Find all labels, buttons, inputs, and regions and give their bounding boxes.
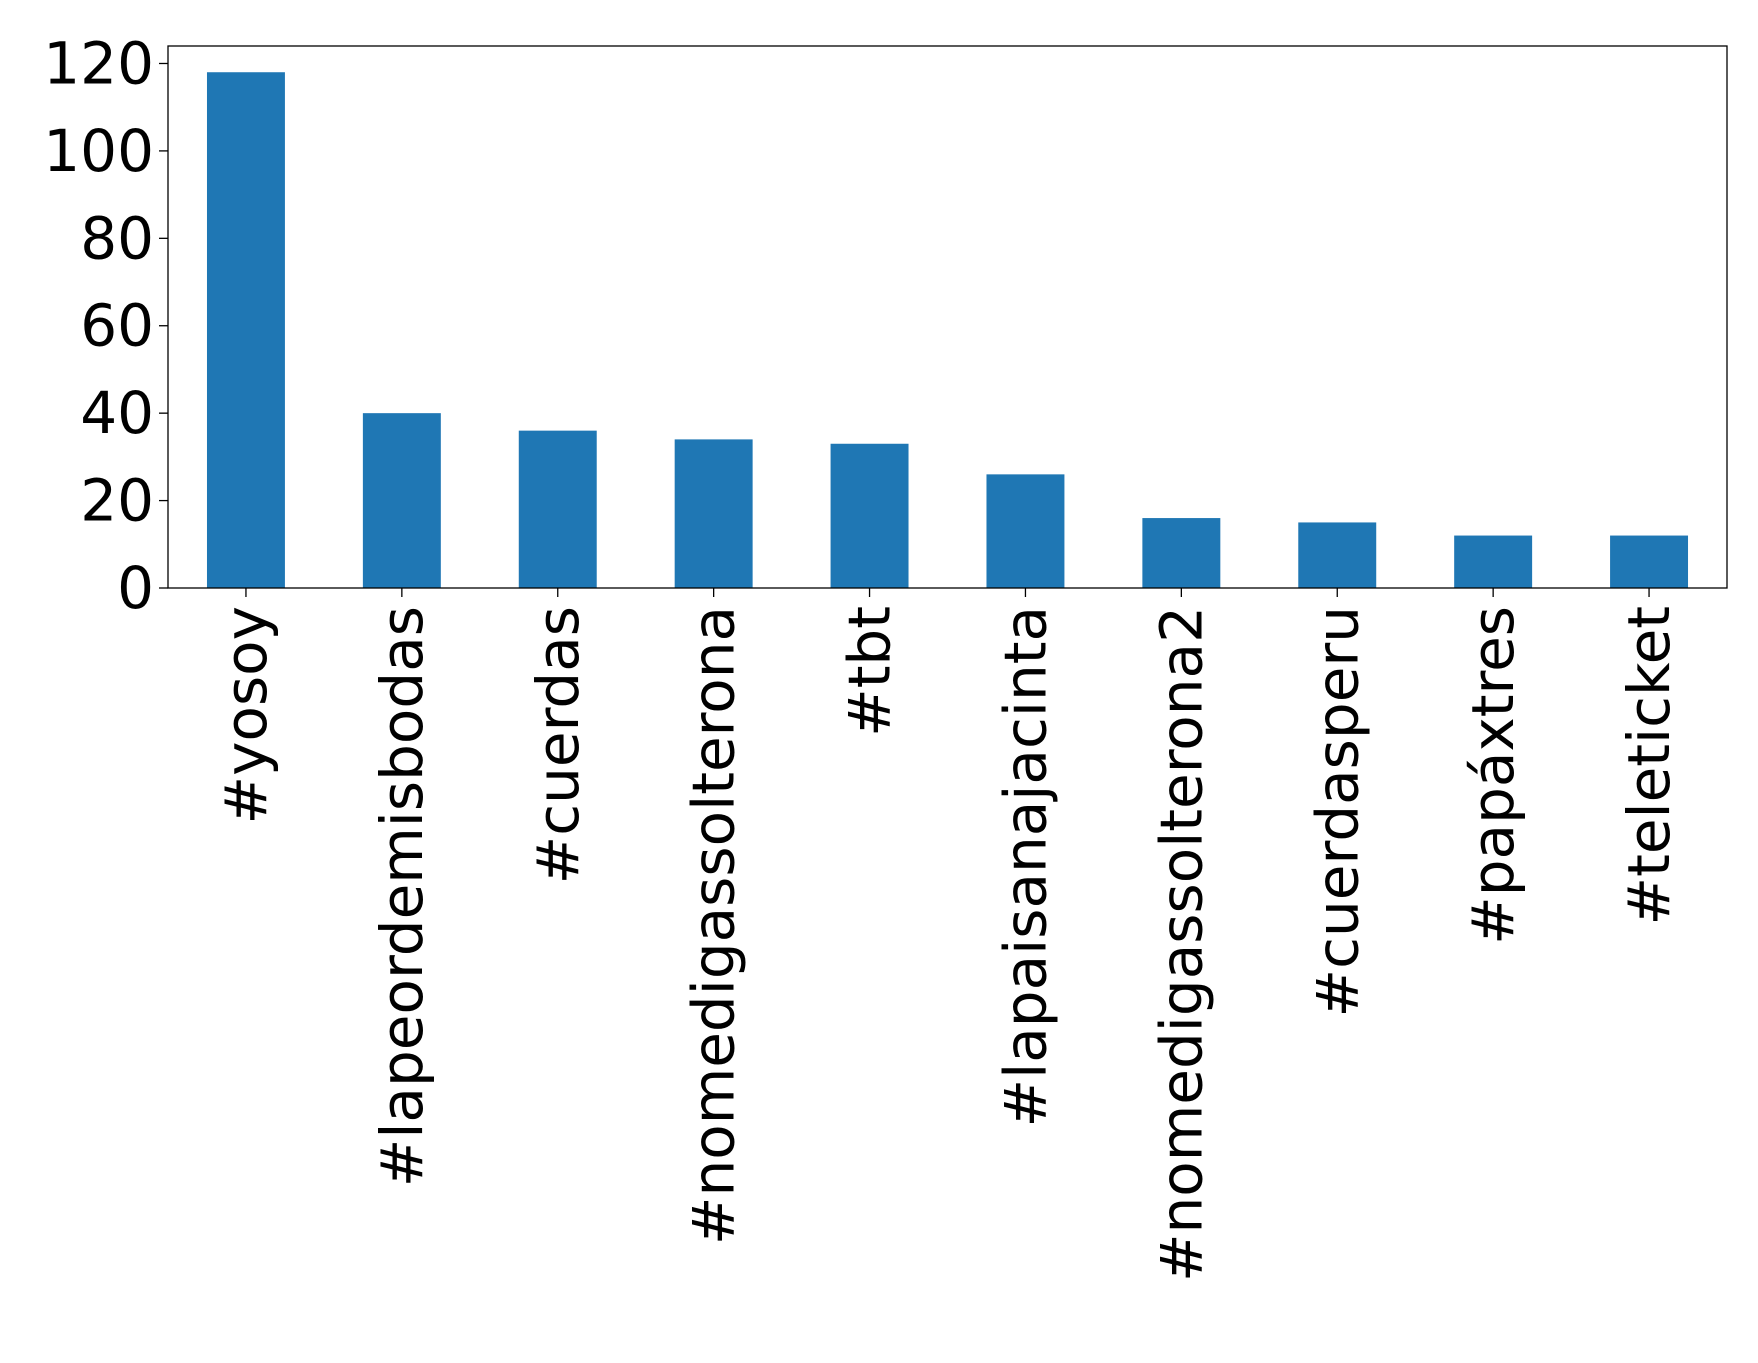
bar-lapaisanajacinta <box>986 474 1065 588</box>
y-tick-label: 20 <box>80 467 154 535</box>
y-axis: 0 20 40 60 80 100 120 <box>43 29 168 622</box>
y-tick-label: 0 <box>117 554 154 622</box>
y-tick-label: 40 <box>80 379 154 447</box>
bar-teleticket <box>1610 535 1689 588</box>
bar-yosoy <box>206 72 285 588</box>
x-axis: #yosoy #lapeordemisbodas #cuerdas #nomediga… <box>212 588 1683 1282</box>
bar-pap-xtres <box>1454 535 1533 588</box>
bar-cuerdas <box>518 430 597 588</box>
bar-nomedigassolterona2 <box>1142 518 1221 588</box>
x-tick-label: #cuerdasperu <box>1303 606 1371 1017</box>
x-tick-label: #yosoy <box>212 606 280 824</box>
bar-lapeordemisbodas <box>362 413 441 588</box>
bar-tbt <box>830 443 909 588</box>
y-tick-label: 80 <box>80 204 154 272</box>
y-tick-label: 100 <box>43 117 154 185</box>
x-tick-label: #lapeordemisbodas <box>368 606 436 1187</box>
x-tick-label: #papáxtres <box>1459 606 1527 945</box>
y-tick-label: 60 <box>80 292 154 360</box>
x-tick-label: #nomedigassolterona2 <box>1147 606 1215 1282</box>
plot-frame <box>167 45 1728 589</box>
y-tick-label: 120 <box>43 29 154 97</box>
x-tick-label: #tbt <box>836 606 904 737</box>
x-tick-label: #teleticket <box>1615 606 1683 926</box>
x-tick-label: #lapaisanajacinta <box>991 606 1059 1128</box>
x-tick-label: #cuerdas <box>524 606 592 884</box>
bar-cuerdasperu <box>1298 522 1377 588</box>
bars-layer <box>206 72 1689 588</box>
x-tick-label: #nomedigassolterona <box>680 606 748 1245</box>
bar-nomedigassolterona <box>674 439 753 588</box>
